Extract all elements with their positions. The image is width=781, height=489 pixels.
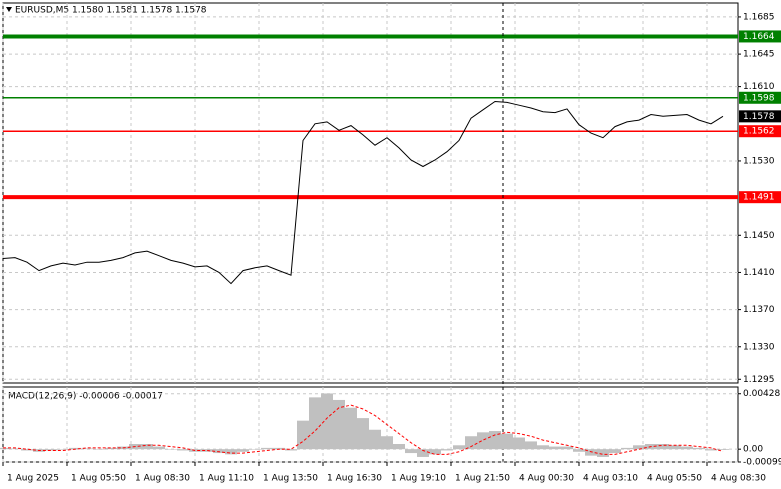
macd-bar [393, 443, 405, 450]
macd-bar [405, 449, 417, 454]
y-tick-label: 0.00428 [743, 389, 780, 399]
last-price-box [739, 110, 781, 123]
macd-bar [225, 449, 237, 455]
macd-bar [21, 449, 33, 451]
y-tick-label: -0.00099 [743, 458, 781, 468]
level-label-box [739, 191, 781, 204]
level-label-box [739, 30, 781, 43]
macd-bar [573, 449, 585, 452]
signal-line [3, 404, 724, 455]
macd-bar [0, 447, 9, 450]
macd-bar [513, 437, 525, 450]
y-tick-label: 1.1370 [743, 305, 775, 315]
macd-bar [633, 445, 645, 450]
macd-bar [141, 443, 153, 450]
y-tick-label: 1.1685 [743, 12, 775, 22]
menu-triangle [6, 7, 12, 12]
macd-bar [333, 399, 345, 450]
macd-bar [249, 449, 261, 450]
x-tick-label: 1 Aug 13:50 [263, 474, 318, 484]
macd-bar [549, 446, 561, 450]
y-tick-label: 1.1295 [743, 375, 775, 385]
symbol-header: EURUSD,M5 1.1580 1.1581 1.1578 1.1578 [15, 6, 207, 16]
macd-bar [321, 393, 333, 450]
macd-bar [621, 447, 633, 450]
level-label: 1.1664 [743, 32, 775, 42]
macd-bar [453, 445, 465, 450]
macd-bar [477, 432, 489, 450]
macd-bar [609, 449, 621, 454]
macd-bar [429, 449, 441, 455]
macd-bar [417, 449, 429, 457]
macd-bar [261, 447, 273, 450]
price-line [2, 100, 724, 285]
macd-bar [105, 447, 117, 450]
x-tick-label: 4 Aug 05:50 [647, 474, 702, 484]
macd-bar [441, 449, 453, 451]
macd-bar [69, 447, 81, 450]
macd-bar [561, 446, 573, 450]
x-tick-label: 1 Aug 05:50 [71, 474, 126, 484]
x-tick-label: 4 Aug 00:30 [519, 474, 574, 484]
macd-bar [93, 449, 105, 450]
macd-bar [465, 436, 477, 450]
x-tick-label: 1 Aug 2025 [7, 474, 59, 484]
y-tick-label: 0.00 [743, 445, 763, 455]
y-tick-label: 1.1530 [743, 156, 775, 166]
price-panel-frame [2, 2, 739, 384]
x-tick-label: 1 Aug 11:10 [199, 474, 254, 484]
macd-bar [201, 449, 213, 452]
macd-bar [9, 448, 21, 450]
macd-bar [213, 449, 225, 454]
macd-header: MACD(12,26,9) -0.00006 -0.00017 [8, 392, 163, 402]
x-tick-label: 1 Aug 16:30 [327, 474, 382, 484]
macd-bar [369, 429, 381, 450]
macd-bar [657, 443, 669, 450]
macd-bar [297, 420, 309, 450]
macd-bar [177, 449, 189, 451]
macd-bar [717, 449, 729, 450]
macd-bar [153, 446, 165, 450]
x-tick-label: 4 Aug 08:30 [711, 474, 766, 484]
macd-bar [705, 449, 717, 451]
macd-bar [669, 445, 681, 450]
macd-bar [57, 449, 69, 450]
y-tick-label: 1.1410 [743, 268, 775, 278]
level-label: 1.1491 [743, 193, 775, 203]
macd-bar [357, 418, 369, 450]
macd-bar [345, 407, 357, 450]
y-tick-label: 1.1610 [743, 82, 775, 92]
macd-bar [597, 449, 609, 457]
macd-bar [381, 436, 393, 450]
x-tick-label: 1 Aug 08:30 [135, 474, 190, 484]
macd-bar [237, 449, 249, 452]
level-label-box [739, 125, 781, 138]
macd-bar [525, 441, 537, 450]
macd-bar [681, 446, 693, 450]
x-tick-label: 4 Aug 03:10 [583, 474, 638, 484]
macd-bar [45, 449, 57, 451]
level-label: 1.1598 [743, 93, 775, 103]
x-tick-label: 1 Aug 19:10 [391, 474, 446, 484]
macd-bar [585, 449, 597, 456]
last-price-label: 1.1578 [743, 112, 775, 122]
level-label-box [739, 91, 781, 104]
macd-bar [537, 445, 549, 450]
y-tick-label: 1.1330 [743, 342, 775, 352]
macd-bar [501, 433, 513, 450]
macd-bar [693, 447, 705, 450]
macd-bar [81, 448, 93, 450]
macd-bar [309, 397, 321, 450]
y-tick-label: 1.1645 [743, 50, 775, 60]
macd-bar [489, 431, 501, 450]
level-label: 1.1562 [743, 127, 775, 137]
y-tick-label: 1.1450 [743, 231, 775, 241]
macd-bar [285, 449, 297, 451]
x-tick-label: 1 Aug 21:50 [455, 474, 510, 484]
macd-bar [165, 449, 177, 450]
macd-bar [273, 447, 285, 450]
